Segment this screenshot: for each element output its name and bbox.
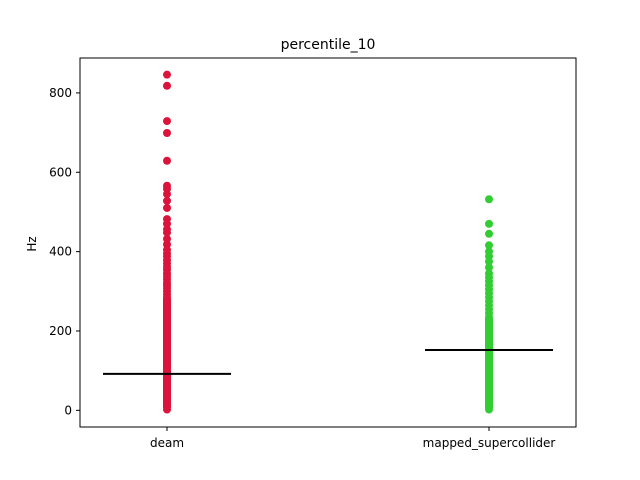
y-tick-label: 200 <box>49 324 72 338</box>
y-tick-label: 800 <box>49 86 72 100</box>
chart-title: percentile_10 <box>281 37 376 53</box>
data-point-deam <box>163 128 171 137</box>
x-tick-label: mapped_supercollider <box>423 436 556 450</box>
data-point-mapped_supercollider <box>485 219 493 228</box>
data-point-deam <box>163 117 171 126</box>
data-point-deam <box>163 234 171 243</box>
data-point-deam <box>163 228 171 237</box>
data-point-mapped_supercollider <box>485 263 493 272</box>
data-point-mapped_supercollider <box>485 195 493 204</box>
dense-points-mapped_supercollider <box>485 315 493 411</box>
y-tick-label: 600 <box>49 165 72 179</box>
data-point-deam <box>163 70 171 79</box>
y-tick-label: 0 <box>64 403 72 417</box>
data-point-mapped_supercollider <box>485 257 493 266</box>
data-point-deam <box>163 196 171 205</box>
data-point-mapped_supercollider <box>485 229 493 238</box>
data-point-deam <box>163 190 171 199</box>
dense-points-deam <box>163 295 171 411</box>
plot-frame <box>79 57 577 428</box>
data-point-mapped_supercollider <box>485 241 493 250</box>
data-point-deam <box>163 203 171 212</box>
plot-area <box>103 70 553 414</box>
y-tick-label: 400 <box>49 245 72 259</box>
x-tick-label: deam <box>150 436 184 450</box>
data-point-deam <box>163 81 171 90</box>
y-axis-label: Hz <box>25 236 39 251</box>
data-point-deam <box>163 219 171 228</box>
data-point-deam <box>163 156 171 165</box>
